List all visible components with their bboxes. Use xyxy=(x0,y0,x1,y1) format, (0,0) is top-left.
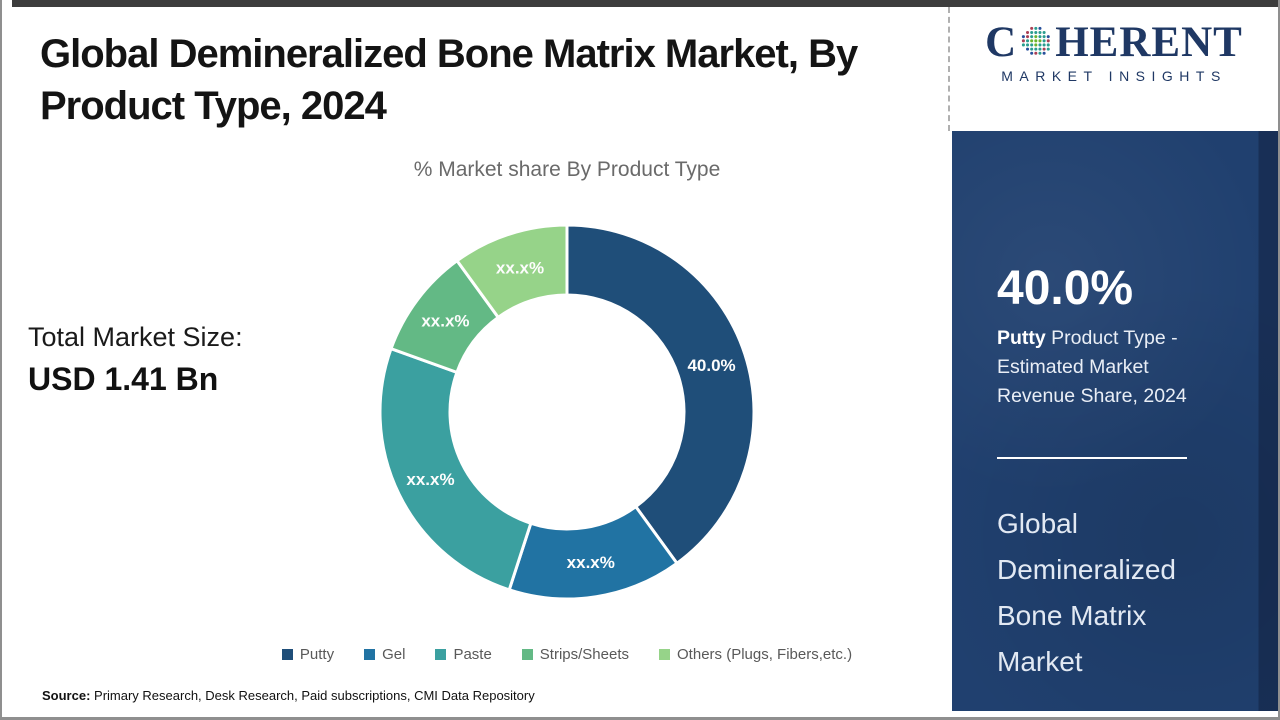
page-title-line2: Product Type, 2024 xyxy=(40,84,387,128)
globe-dot xyxy=(1026,43,1030,47)
chart-legend: Putty Gel Paste Strips/Sheets Others (Plugs,… xyxy=(172,646,962,663)
globe-dot xyxy=(1046,35,1050,39)
legend-label: Gel xyxy=(382,646,406,663)
globe-dot xyxy=(1030,51,1034,55)
donut-chart: 40.0% xx.x% xx.x% xx.x% xx.x% xyxy=(378,223,756,601)
globe-dot xyxy=(1026,47,1030,51)
globe-dot xyxy=(1026,31,1030,35)
globe-dot xyxy=(1042,51,1046,55)
highlight-description-bold: Putty xyxy=(997,327,1046,349)
legend-label: Putty xyxy=(299,646,335,663)
source-text: Primary Research, Desk Research, Paid su… xyxy=(90,688,535,703)
brand-logo-word: C HERENT xyxy=(952,20,1276,66)
legend-item-2: Gel xyxy=(364,646,405,663)
sidebar-market-name: Global Demineralized Bone Matrix Market xyxy=(997,508,1176,677)
source-note: Source: Primary Research, Desk Research,… xyxy=(42,688,535,703)
globe-dot xyxy=(1046,43,1050,47)
globe-dot xyxy=(1042,43,1046,47)
globe-dot xyxy=(1034,43,1038,47)
highlight-description-rest: Product Type - Estimated Market Revenue … xyxy=(997,327,1187,407)
highlight-percentage: 40.0% xyxy=(997,262,1134,315)
chart-title: % Market share By Product Type xyxy=(413,158,721,181)
globe-dot xyxy=(1030,47,1034,51)
globe-dot xyxy=(1030,31,1034,35)
segment-label-3: xx.x% xyxy=(406,470,454,489)
legend-label: Strips/Sheets xyxy=(539,646,630,663)
legend-swatch-icon xyxy=(659,649,671,660)
brand-logo-subtitle: MARKET INSIGHTS xyxy=(1001,68,1227,84)
globe-dot xyxy=(1042,47,1046,51)
globe-dot xyxy=(1042,35,1046,39)
total-market-size-value: USD 1.41 Bn xyxy=(28,361,219,397)
globe-dot xyxy=(1026,35,1030,39)
legend-swatch-icon xyxy=(435,649,447,660)
brand-logo: C HERENT MARKET INSIGHTS xyxy=(952,20,1276,85)
globe-dot xyxy=(1034,31,1038,35)
globe-dot xyxy=(1030,39,1034,43)
segment-label-1: 40.0% xyxy=(687,356,735,375)
globe-dot xyxy=(1022,35,1026,39)
total-market-size-label: Total Market Size: xyxy=(28,322,243,352)
globe-dot xyxy=(1038,26,1042,30)
segment-label-2: xx.x% xyxy=(567,553,615,572)
legend-swatch-icon xyxy=(521,649,533,660)
sidebar-divider xyxy=(997,457,1187,459)
globe-dot xyxy=(1042,39,1046,43)
globe-dot xyxy=(1046,47,1050,51)
globe-dot xyxy=(1022,43,1026,47)
header-divider xyxy=(948,7,950,131)
segment-label-4: xx.x% xyxy=(421,312,469,331)
donut-segment-paste xyxy=(378,346,533,592)
page-title-line1: Global Demineralized Bone Matrix Market,… xyxy=(40,32,858,76)
globe-dot xyxy=(1038,39,1042,43)
legend-swatch-icon xyxy=(364,649,376,660)
source-label: Source: xyxy=(42,688,91,703)
globe-dot xyxy=(1038,43,1042,47)
globe-dot xyxy=(1038,47,1042,51)
legend-label: Paste xyxy=(453,646,492,663)
globe-dot xyxy=(1026,39,1030,43)
logo-globe-icon xyxy=(1022,26,1050,55)
top-accent-bar xyxy=(12,0,1278,7)
legend-label: Others (Plugs, Fibers,etc.) xyxy=(677,646,853,663)
legend-item-4: Strips/Sheets xyxy=(521,646,630,663)
legend-item-5: Others (Plugs, Fibers,etc.) xyxy=(659,646,852,663)
globe-dot xyxy=(1046,39,1050,43)
brand-logo-c: C xyxy=(985,19,1018,66)
page-title: Global Demineralized Bone Matrix Market,… xyxy=(40,28,920,132)
brand-logo-herent: HERENT xyxy=(1055,19,1243,66)
highlight-sidebar: 40.0% Putty Product Type - Estimated Mar… xyxy=(952,131,1278,711)
globe-dot xyxy=(1038,31,1042,35)
globe-dot xyxy=(1038,51,1042,55)
legend-item-3: Paste xyxy=(435,646,492,663)
globe-dot xyxy=(1034,51,1038,55)
globe-dot xyxy=(1034,26,1038,30)
highlight-description: Putty Product Type - Estimated Market Re… xyxy=(997,324,1225,411)
globe-dot xyxy=(1034,47,1038,51)
donut-segment-putty xyxy=(565,223,756,566)
globe-dot xyxy=(1022,39,1026,43)
globe-dot xyxy=(1042,31,1046,35)
legend-item-1: Putty xyxy=(281,646,335,663)
donut-segment-others-plugs-fibers-etc xyxy=(454,223,569,320)
globe-dot xyxy=(1030,35,1034,39)
legend-swatch-icon xyxy=(281,649,293,660)
globe-dot xyxy=(1030,26,1034,30)
segment-label-5: xx.x% xyxy=(496,258,544,277)
globe-dot xyxy=(1038,35,1042,39)
globe-dot xyxy=(1030,43,1034,47)
total-market-size: Total Market Size: USD 1.41 Bn xyxy=(28,322,243,398)
globe-dot xyxy=(1034,35,1038,39)
globe-dot xyxy=(1034,39,1038,43)
